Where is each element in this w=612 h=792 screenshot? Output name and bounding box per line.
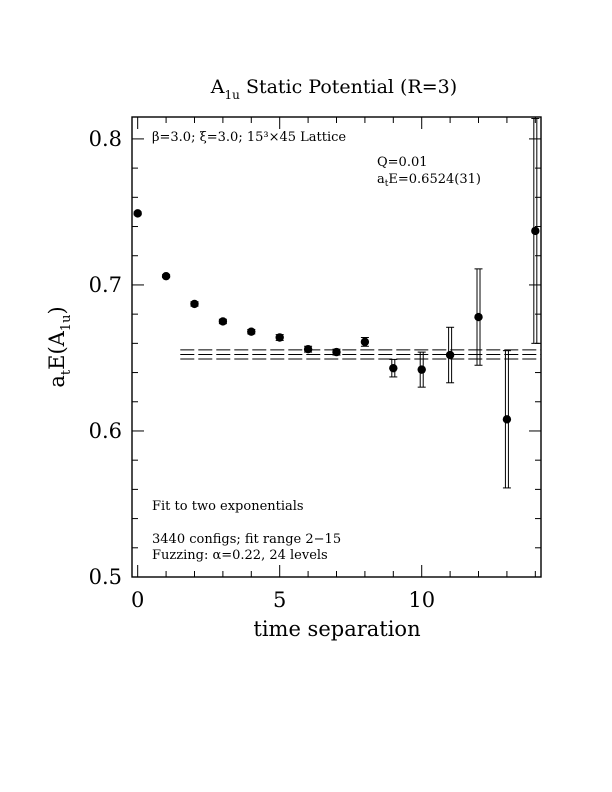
configs-annotation: 3440 configs; fit range 2−15 bbox=[152, 532, 341, 547]
q-annotation: Q=0.01 bbox=[377, 155, 428, 170]
x-tick-label: 10 bbox=[408, 588, 435, 612]
energy-rest: E=0.6524(31) bbox=[388, 172, 481, 187]
lattice-annotation: β=3.0; ξ=3.0; 15³×45 Lattice bbox=[152, 130, 346, 145]
data-points bbox=[133, 209, 540, 424]
y-tick-label: 0.8 bbox=[89, 127, 122, 151]
energy-a: a bbox=[377, 172, 385, 187]
data-point bbox=[531, 226, 540, 236]
y-axis-title-t: t bbox=[59, 369, 74, 375]
y-tick-label: 0.6 bbox=[89, 419, 122, 443]
title-main: A bbox=[210, 76, 225, 98]
x-tick-label: 0 bbox=[131, 588, 144, 612]
y-axis-title-mid: E(A bbox=[45, 330, 69, 370]
y-tick-label: 0.5 bbox=[89, 565, 122, 589]
axis-ticks bbox=[132, 117, 541, 578]
fit-band bbox=[180, 349, 541, 360]
x-axis-title: time separation bbox=[253, 617, 420, 641]
data-point bbox=[303, 344, 313, 354]
data-point bbox=[161, 271, 171, 281]
energy-annotation: atE=0.6524(31) bbox=[377, 172, 481, 189]
data-point bbox=[445, 350, 455, 360]
data-point bbox=[218, 317, 228, 326]
data-point bbox=[332, 347, 341, 357]
data-point bbox=[133, 209, 142, 218]
data-point bbox=[474, 312, 483, 322]
data-point bbox=[190, 299, 199, 309]
data-point bbox=[247, 327, 256, 336]
title-rest: Static Potential (R=3) bbox=[240, 76, 457, 98]
data-point bbox=[275, 333, 284, 342]
data-point bbox=[389, 363, 398, 373]
y-axis-title-1u: 1u bbox=[59, 315, 74, 332]
data-point bbox=[360, 337, 370, 347]
y-axis-title-end: ) bbox=[45, 306, 69, 314]
title-subscript: 1u bbox=[225, 88, 241, 102]
data-point bbox=[417, 365, 426, 374]
data-point bbox=[502, 415, 512, 424]
chart-title: A1u Static Potential (R=3) bbox=[210, 76, 457, 102]
y-axis-title-a: a bbox=[45, 375, 69, 388]
fuzzing-annotation: Fuzzing: α=0.22, 24 levels bbox=[152, 548, 328, 563]
y-tick-label: 0.7 bbox=[89, 273, 122, 297]
x-tick-label: 5 bbox=[273, 588, 286, 612]
tick-labels: 0 5 10 0.5 0.6 0.7 0.8 bbox=[89, 127, 435, 612]
fit-description: Fit to two exponentials bbox=[152, 499, 304, 514]
y-axis-title: atE(A1u) bbox=[45, 306, 74, 387]
energy-t: t bbox=[385, 179, 389, 189]
